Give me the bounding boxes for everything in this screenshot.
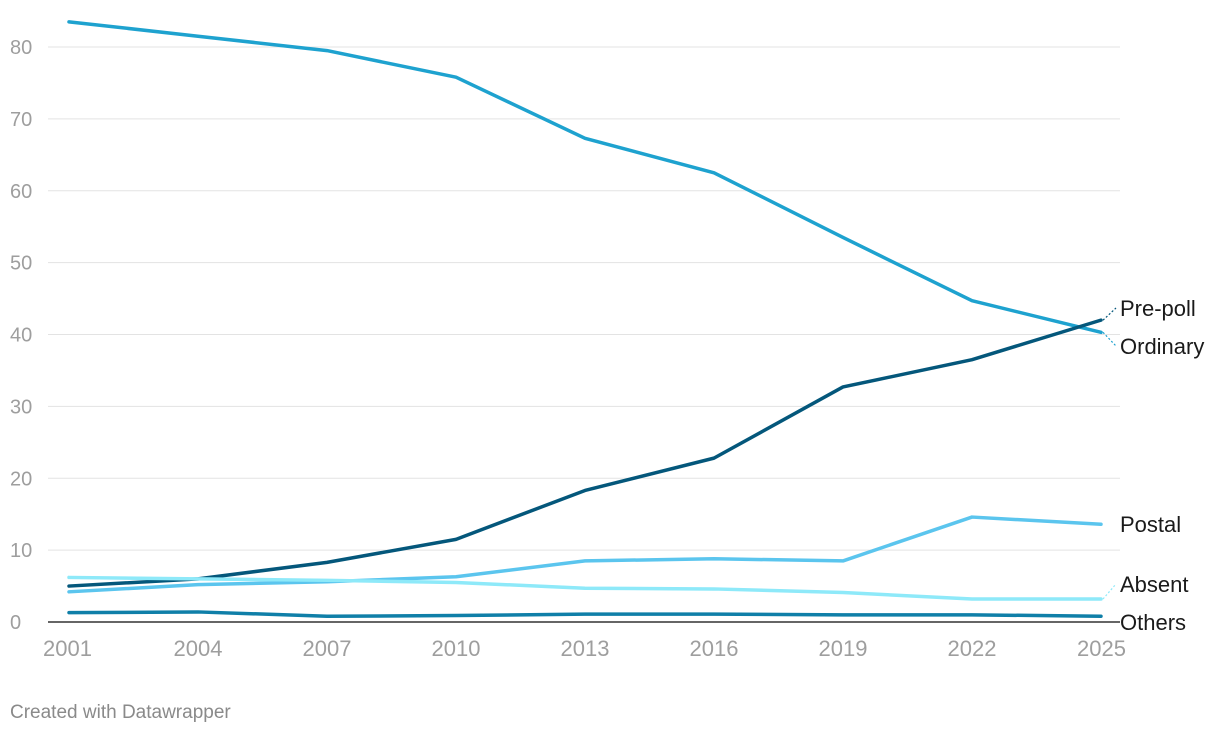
y-tick-label: 50 [10, 253, 32, 275]
y-axis-ticks: 0 10 20 30 40 50 60 70 80 [10, 37, 32, 634]
x-tick-label: 2004 [174, 636, 223, 661]
x-tick-label: 2022 [948, 636, 997, 661]
series-line-ordinary [67, 20, 1103, 335]
y-tick-label: 70 [10, 109, 32, 131]
credit-text: Created with Datawrapper [10, 702, 231, 723]
series-label-absent: Absent [1120, 572, 1189, 597]
x-tick-label: 2001 [43, 636, 92, 661]
series-line-absent [67, 575, 1103, 601]
series-labels: Ordinary Pre-poll Postal Absent Others [1102, 296, 1204, 635]
series-label-postal: Postal [1120, 512, 1181, 537]
y-tick-label: 40 [10, 325, 32, 347]
series-label-pre-poll: Pre-poll [1120, 296, 1196, 321]
label-connector [1102, 307, 1117, 321]
x-tick-label: 2010 [432, 636, 481, 661]
y-tick-label: 10 [10, 540, 32, 562]
y-tick-label: 0 [10, 612, 21, 634]
y-tick-label: 30 [10, 396, 32, 418]
x-tick-label: 2016 [690, 636, 739, 661]
y-tick-label: 80 [10, 37, 32, 59]
series-line-pre-poll [67, 318, 1103, 588]
series-line-postal [67, 515, 1103, 594]
y-tick-label: 60 [10, 181, 32, 203]
series-lines [67, 20, 1103, 618]
x-tick-label: 2025 [1077, 636, 1126, 661]
x-tick-label: 2013 [561, 636, 610, 661]
series-line-others [67, 610, 1103, 618]
x-tick-label: 2019 [819, 636, 868, 661]
label-connector [1102, 331, 1117, 347]
x-tick-label: 2007 [303, 636, 352, 661]
y-tick-label: 20 [10, 468, 32, 490]
label-connector [1102, 583, 1117, 600]
gridlines [48, 46, 1120, 623]
series-label-others: Others [1120, 610, 1186, 635]
series-label-ordinary: Ordinary [1120, 334, 1204, 359]
x-axis-ticks: 2001 2004 2007 2010 2013 2016 2019 2022 2025 [43, 636, 1126, 661]
